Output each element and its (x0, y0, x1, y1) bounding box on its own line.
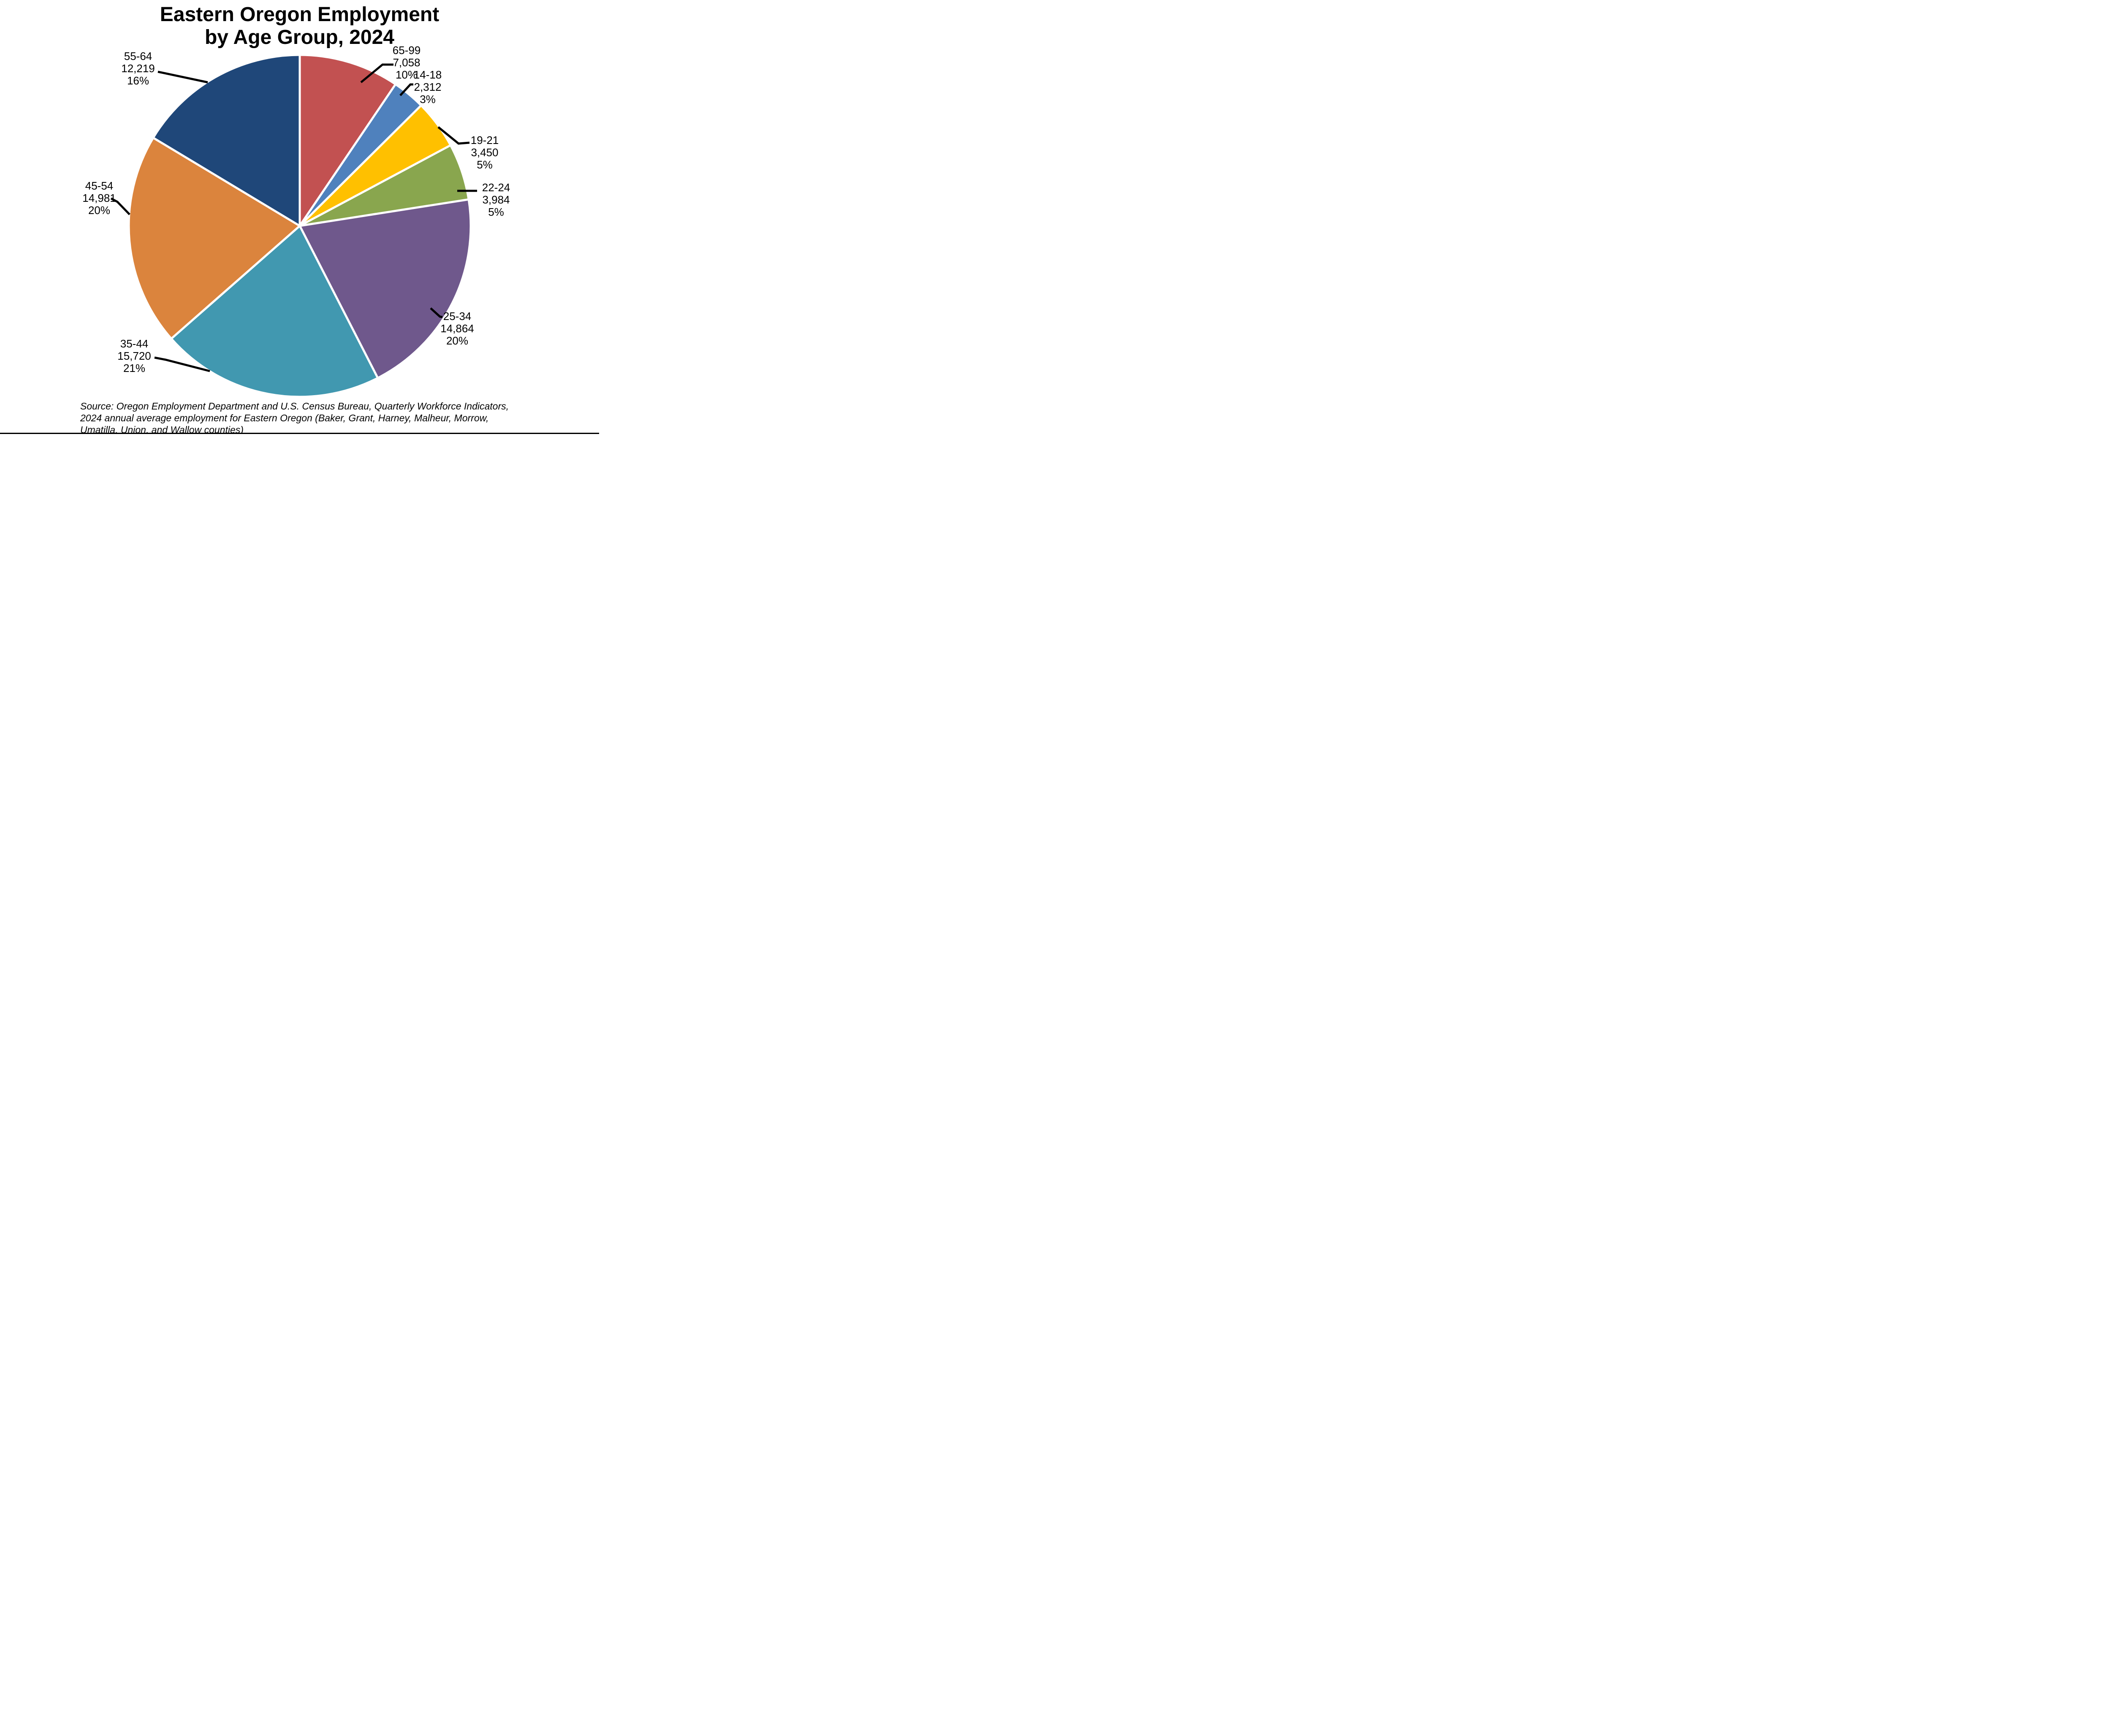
slice-55-64-display_value: 12,219 (121, 62, 155, 75)
pie-slice-35-44 (170, 225, 379, 398)
pie-slice-55-64 (152, 54, 301, 227)
slice-22-24-percent_label: 5% (488, 206, 504, 218)
slice-14-18-percent_label: 3% (420, 93, 436, 106)
leader-line-14-18 (399, 83, 413, 96)
chart-title: Eastern Oregon Employment by Age Group, … (0, 3, 599, 49)
chart-title-line2: by Age Group, 2024 (204, 26, 394, 49)
slice-19-21-percent_label: 5% (477, 158, 493, 171)
slice-19-21-label: 19-21 (470, 134, 499, 146)
leader-line-19-21 (437, 126, 470, 145)
source-line2: 2024 annual average employment for Easte… (80, 412, 489, 423)
slice-65-99-display_value: 7,058 (393, 56, 421, 69)
slice-25-34-percent_label: 20% (446, 334, 469, 347)
chart-canvas: Eastern Oregon Employment by Age Group, … (0, 0, 599, 434)
slice-label-25-34: 25-34 14,864 20% (440, 310, 474, 347)
leader-line-65-99 (360, 63, 393, 83)
pie-slice-65-99 (298, 54, 397, 227)
slice-19-21-display_value: 3,450 (471, 146, 499, 159)
slice-45-54-label: 45-54 (85, 179, 114, 192)
slice-label-65-99: 65-99 7,058 10% (393, 44, 421, 81)
slice-45-54-percent_label: 20% (88, 204, 111, 217)
slice-label-35-44: 35-44 15,720 21% (117, 338, 151, 374)
slice-14-18-display_value: 2,312 (414, 81, 442, 93)
leader-line-55-64 (157, 71, 208, 84)
slice-label-19-21: 19-21 3,450 5% (471, 134, 499, 171)
chart-title-line1: Eastern Oregon Employment (160, 3, 440, 26)
slice-25-34-label: 25-34 (443, 310, 472, 323)
slice-45-54-display_value: 14,981 (82, 192, 116, 204)
leader-line-25-34 (430, 307, 443, 318)
leader-line-35-44 (154, 356, 210, 372)
slice-55-64-percent_label: 16% (127, 74, 149, 87)
slice-65-99-percent_label: 10% (395, 68, 418, 81)
leader-line-45-54 (110, 197, 130, 215)
source-line1: Source: Oregon Employment Department and… (80, 401, 509, 412)
source-note: Source: Oregon Employment Department and… (80, 400, 570, 434)
pie-slice-45-54 (128, 136, 301, 340)
pie-chart (110, 54, 477, 398)
slice-label-45-54: 45-54 14,981 20% (82, 180, 116, 217)
slice-14-18-label: 14-18 (413, 68, 442, 81)
source-line3: Umatilla, Union, and Wallow counties) (80, 424, 244, 434)
slice-55-64-label: 55-64 (124, 50, 152, 62)
slice-65-99-label: 65-99 (392, 44, 421, 57)
slice-35-44-label: 35-44 (120, 337, 149, 350)
slice-35-44-display_value: 15,720 (117, 350, 151, 362)
bottom-border (0, 433, 599, 434)
slice-label-14-18: 14-18 2,312 3% (414, 69, 442, 106)
pie-slice-25-34 (298, 198, 472, 379)
slice-22-24-display_value: 3,984 (482, 193, 510, 206)
slice-25-34-display_value: 14,864 (440, 322, 474, 335)
slice-35-44-percent_label: 21% (123, 362, 146, 374)
slice-label-22-24: 22-24 3,984 5% (482, 182, 510, 218)
slice-label-55-64: 55-64 12,219 16% (121, 50, 155, 87)
slice-22-24-label: 22-24 (482, 181, 510, 194)
